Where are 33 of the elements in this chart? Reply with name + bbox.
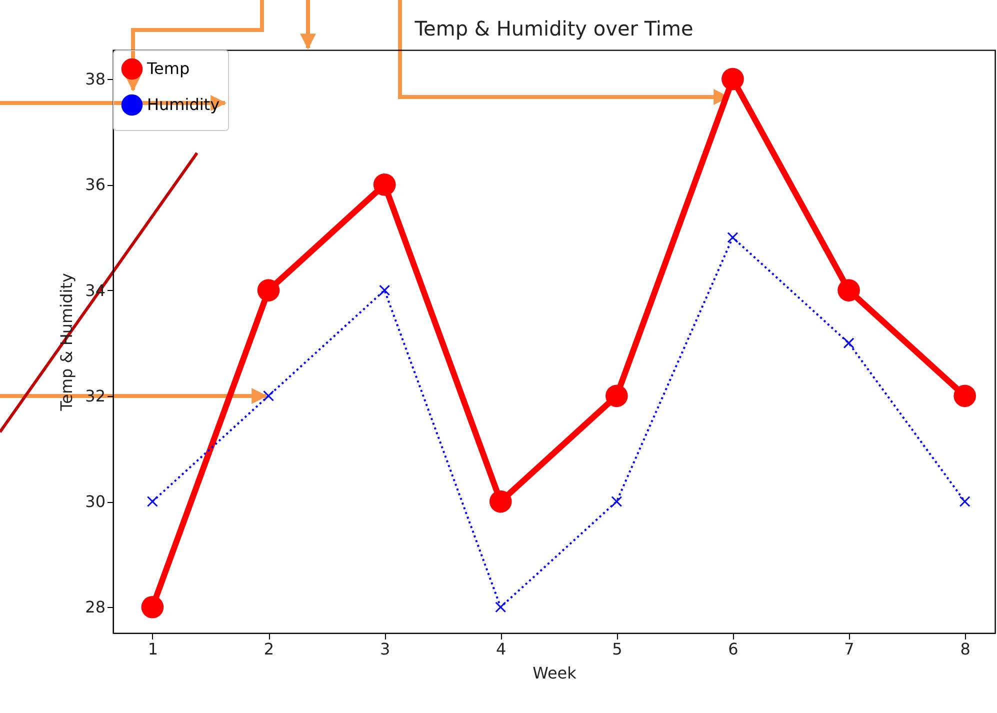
y-tick-label: 30 bbox=[85, 492, 106, 512]
x-tick-label: 3 bbox=[380, 640, 390, 658]
point bbox=[722, 68, 744, 90]
point bbox=[727, 232, 738, 243]
legend-label: Temp bbox=[146, 59, 190, 78]
y-tick-label: 36 bbox=[85, 175, 106, 194]
point bbox=[379, 284, 390, 296]
point bbox=[373, 174, 396, 196]
y-tick-label: 28 bbox=[85, 598, 106, 617]
x-tick-label: 1 bbox=[148, 640, 158, 658]
y-tick-label: 32 bbox=[85, 386, 106, 406]
point bbox=[495, 602, 506, 613]
x-axis-title: Week bbox=[532, 664, 578, 682]
point bbox=[257, 279, 280, 302]
point bbox=[838, 279, 860, 302]
y-tick-label: 38 bbox=[85, 70, 106, 89]
x-tick-label: 5 bbox=[612, 640, 622, 658]
point bbox=[959, 496, 970, 507]
point bbox=[263, 390, 274, 402]
point bbox=[605, 384, 628, 408]
point bbox=[489, 490, 512, 513]
x-tick-label: 2 bbox=[264, 640, 274, 658]
point bbox=[611, 496, 622, 507]
chart-title: Temp & Humidity over Time bbox=[414, 16, 694, 40]
x-tick-label: 4 bbox=[496, 640, 506, 658]
point bbox=[141, 596, 164, 618]
x-tick-label: 7 bbox=[844, 640, 854, 658]
x-tick-label: 8 bbox=[960, 640, 970, 658]
y-axis-title: Temp & Humidity bbox=[57, 273, 76, 412]
point bbox=[843, 338, 854, 349]
x-tick-label: 6 bbox=[728, 640, 738, 658]
point bbox=[954, 384, 976, 408]
point bbox=[146, 496, 158, 507]
